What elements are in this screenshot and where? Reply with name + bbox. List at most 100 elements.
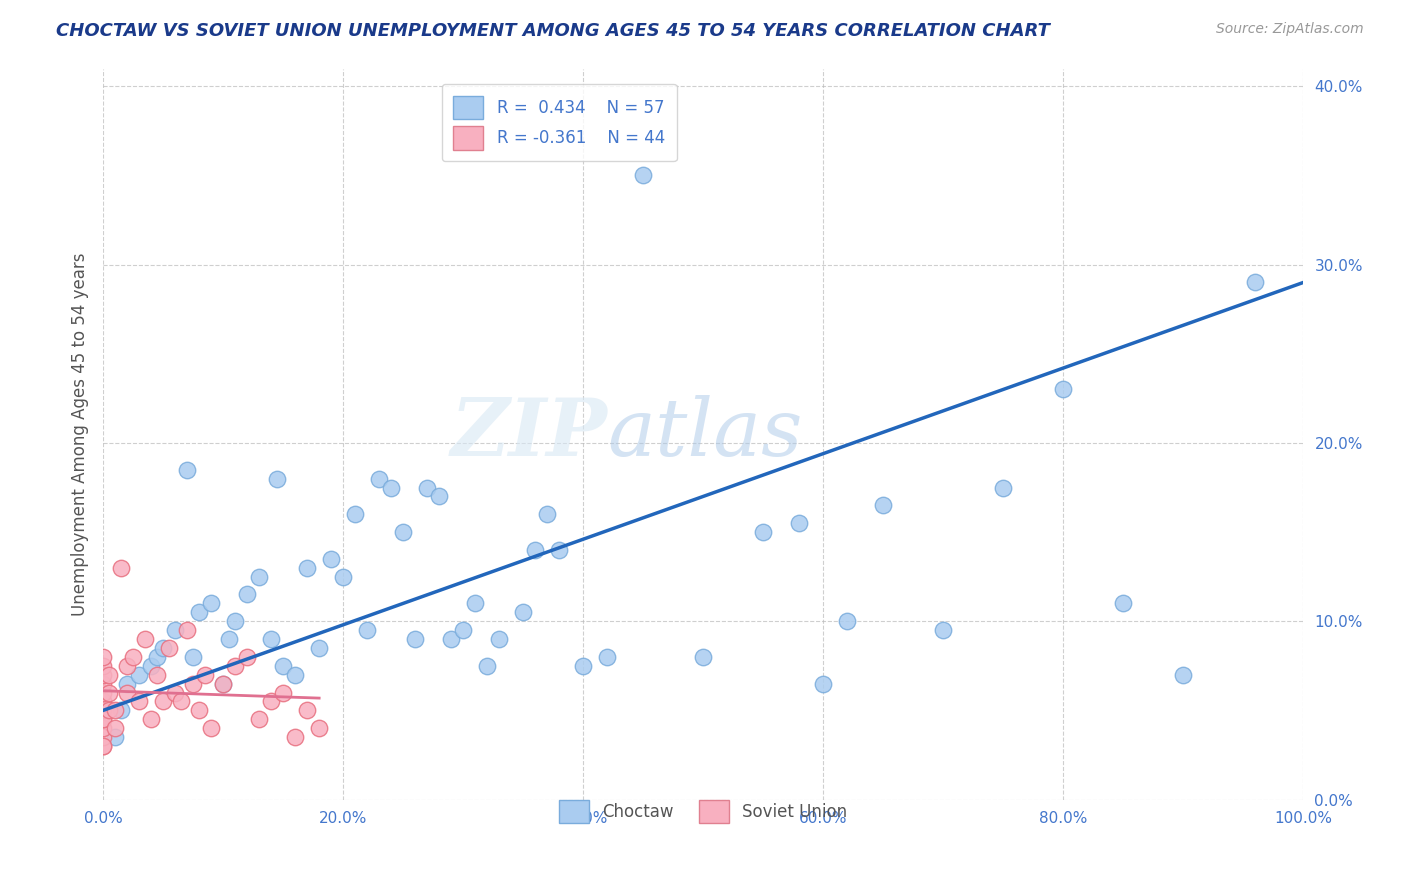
Point (380, 481, 402, 495)
Point (247, 569, 270, 583)
Point (134, 632, 156, 646)
Point (631, 169, 654, 183)
Point (1173, 667, 1195, 681)
Point (548, 542, 571, 557)
Point (464, 596, 486, 610)
Point (787, 516, 810, 531)
Point (1112, 596, 1135, 610)
Point (170, 694, 193, 708)
Point (104, 730, 127, 744)
Text: Source: ZipAtlas.com: Source: ZipAtlas.com (1216, 22, 1364, 37)
Point (332, 569, 354, 583)
Legend: Choctaw, Soviet Union: Choctaw, Soviet Union (547, 789, 859, 835)
Point (200, 721, 222, 735)
Point (321, 551, 343, 566)
Point (212, 676, 235, 690)
Point (356, 623, 378, 637)
Point (451, 623, 474, 637)
Point (295, 560, 318, 574)
Point (752, 525, 775, 540)
Point (152, 640, 174, 655)
Point (91, 721, 114, 735)
Point (115, 658, 138, 673)
Point (692, 649, 714, 664)
Point (488, 632, 510, 646)
Point (284, 730, 307, 744)
Point (271, 658, 294, 673)
Point (368, 472, 391, 486)
Point (98, 703, 121, 717)
Point (993, 481, 1015, 495)
Point (260, 694, 283, 708)
Point (91, 694, 114, 708)
Point (98, 667, 121, 681)
Point (176, 463, 198, 477)
Point (91, 649, 114, 664)
Point (236, 649, 259, 664)
Point (512, 605, 534, 619)
Point (91, 739, 114, 753)
Point (91, 703, 114, 717)
Point (872, 499, 894, 513)
Point (122, 649, 145, 664)
Point (115, 685, 138, 699)
Point (295, 703, 318, 717)
Point (188, 605, 211, 619)
Point (837, 614, 859, 628)
Point (427, 490, 450, 504)
Point (1244, 276, 1267, 290)
Point (200, 596, 222, 610)
Point (572, 658, 595, 673)
Point (308, 640, 330, 655)
Point (91, 730, 114, 744)
Text: CHOCTAW VS SOVIET UNION UNEMPLOYMENT AMONG AGES 45 TO 54 YEARS CORRELATION CHART: CHOCTAW VS SOVIET UNION UNEMPLOYMENT AMO… (56, 22, 1050, 40)
Point (128, 667, 150, 681)
Point (128, 694, 150, 708)
Text: atlas: atlas (607, 395, 803, 473)
Point (224, 658, 246, 673)
Point (308, 721, 330, 735)
Text: ZIP: ZIP (450, 395, 607, 473)
Point (91, 712, 114, 726)
Point (404, 632, 426, 646)
Point (218, 632, 240, 646)
Point (115, 676, 138, 690)
Point (1052, 383, 1074, 397)
Point (392, 525, 415, 540)
Point (811, 676, 834, 690)
Point (104, 703, 127, 717)
Point (212, 676, 235, 690)
Point (157, 640, 180, 655)
Point (416, 481, 439, 495)
Point (475, 658, 498, 673)
Y-axis label: Unemployment Among Ages 45 to 54 years: Unemployment Among Ages 45 to 54 years (72, 252, 89, 615)
Point (596, 649, 619, 664)
Point (284, 667, 307, 681)
Point (104, 721, 127, 735)
Point (110, 560, 132, 574)
Point (536, 508, 558, 522)
Point (146, 649, 169, 664)
Point (98, 685, 121, 699)
Point (152, 694, 174, 708)
Point (932, 623, 955, 637)
Point (224, 614, 246, 628)
Point (91, 739, 114, 753)
Point (236, 587, 259, 601)
Point (139, 658, 162, 673)
Point (139, 712, 162, 726)
Point (165, 685, 187, 699)
Point (188, 703, 211, 717)
Point (181, 676, 204, 690)
Point (165, 623, 187, 637)
Point (247, 712, 270, 726)
Point (524, 542, 547, 557)
Point (91, 712, 114, 726)
Point (181, 649, 204, 664)
Point (266, 472, 288, 486)
Point (271, 685, 294, 699)
Point (91, 685, 114, 699)
Point (176, 623, 198, 637)
Point (91, 658, 114, 673)
Point (110, 703, 132, 717)
